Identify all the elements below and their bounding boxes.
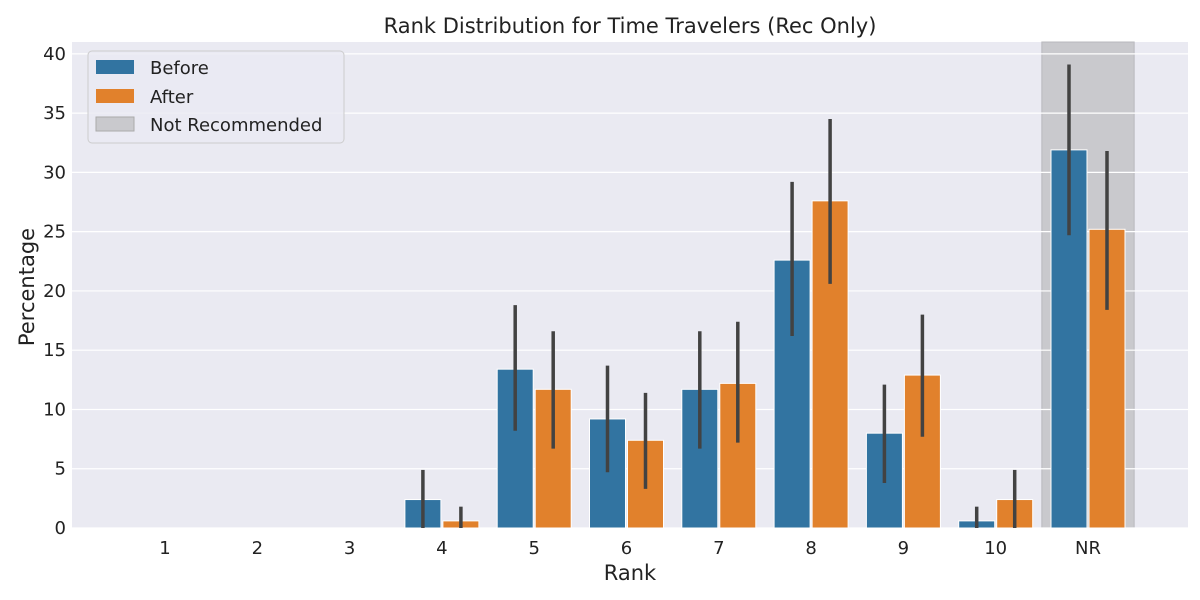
x-tick-label: 2 — [252, 538, 263, 559]
legend-swatch-before — [96, 60, 134, 74]
x-tick-label: 1 — [159, 538, 170, 559]
x-tick-label: 9 — [898, 538, 909, 559]
legend-frame — [87, 50, 345, 144]
y-tick-label: 5 — [55, 459, 66, 480]
legend-swatch-not-recommended — [95, 116, 135, 132]
x-axis-label: Rank — [604, 561, 657, 585]
x-tick-label: 10 — [984, 538, 1007, 559]
legend-label-not-recommended: Not Recommended — [150, 115, 322, 136]
y-axis-label: Percentage — [15, 228, 39, 346]
y-tick-label: 20 — [43, 281, 66, 302]
x-tick-labels: 1 2 3 4 5 6 7 8 9 10 NR — [159, 538, 1101, 559]
x-tick-label: 5 — [528, 538, 539, 559]
y-tick-label: 25 — [43, 222, 66, 243]
legend-label-after: After — [150, 87, 194, 108]
x-tick-label: 3 — [344, 538, 355, 559]
x-tick-label: 6 — [621, 538, 632, 559]
x-tick-label: 4 — [436, 538, 447, 559]
y-tick-label: 0 — [55, 518, 66, 539]
y-tick-label: 15 — [43, 340, 66, 361]
y-tick-label: 40 — [43, 44, 66, 65]
error-bars — [421, 64, 1109, 528]
chart-title: Rank Distribution for Time Travelers (Re… — [384, 14, 877, 38]
y-tick-label: 35 — [43, 103, 66, 124]
legend-swatch-after — [96, 89, 134, 103]
y-tick-labels: 0 5 10 15 20 25 30 35 40 — [43, 44, 66, 539]
x-tick-label: NR — [1075, 538, 1101, 559]
x-tick-label: 7 — [713, 538, 724, 559]
y-tick-label: 30 — [43, 162, 66, 183]
y-tick-label: 10 — [43, 399, 66, 420]
x-tick-label: 8 — [805, 538, 816, 559]
legend-label-before: Before — [150, 58, 209, 79]
legend: Before After Not Recommended — [87, 50, 345, 144]
